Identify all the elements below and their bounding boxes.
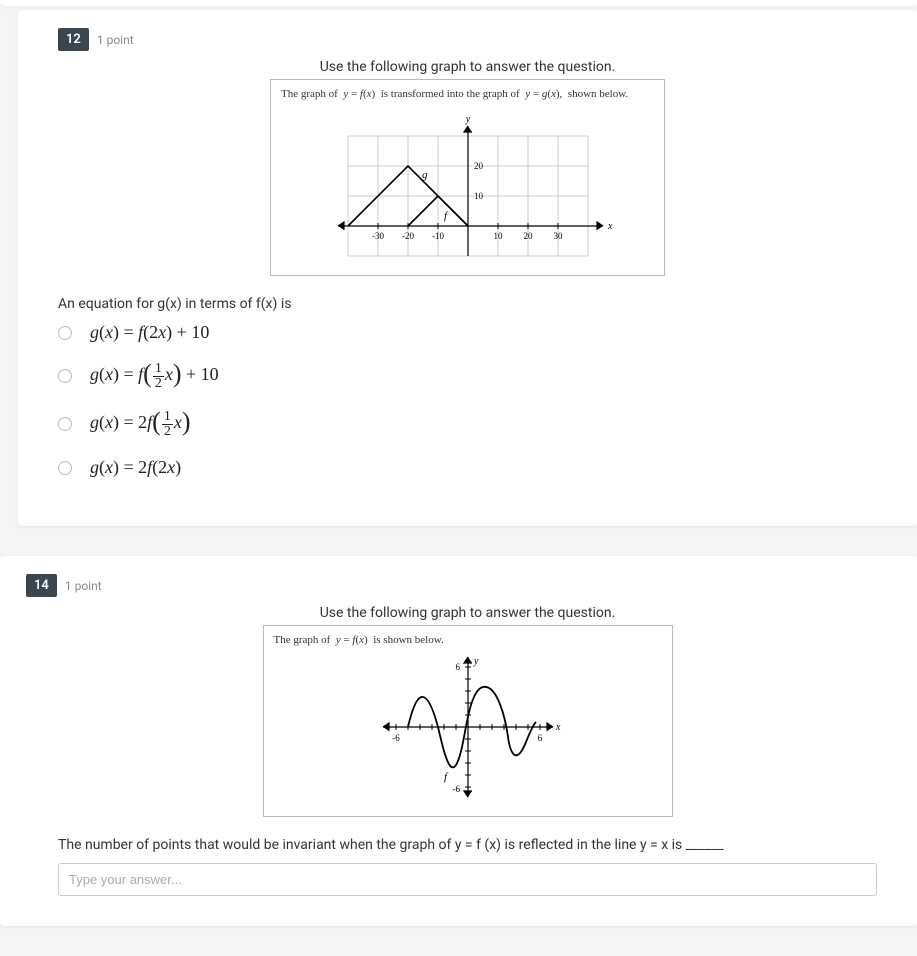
radio-icon[interactable] bbox=[58, 369, 72, 383]
option-a[interactable]: g(x) = f(2x) + 10 bbox=[58, 322, 877, 343]
radio-icon[interactable] bbox=[58, 461, 72, 475]
option-c-label: g(x) = 2f(12x) bbox=[90, 409, 191, 439]
svg-text:x: x bbox=[555, 722, 561, 733]
radio-icon[interactable] bbox=[58, 417, 72, 431]
svg-text:x: x bbox=[607, 221, 613, 232]
question-number-badge: 12 bbox=[58, 28, 89, 51]
question-prompt: The number of points that would be invar… bbox=[58, 837, 877, 853]
question-12-header: 12 1 point bbox=[58, 28, 877, 51]
graph-q12: -30 -20 -10 10 20 30 20 10 y x g f bbox=[281, 106, 654, 265]
svg-text:-10: -10 bbox=[432, 231, 444, 241]
svg-text:y: y bbox=[464, 114, 470, 125]
svg-text:-20: -20 bbox=[402, 231, 414, 241]
option-b-label: g(x) = f(12x) + 10 bbox=[90, 361, 219, 391]
question-14-header: 14 1 point bbox=[26, 574, 877, 597]
svg-text:f: f bbox=[444, 771, 449, 783]
option-d-label: g(x) = 2f(2x) bbox=[90, 457, 181, 478]
figure-box-q14: The graph of y = f(x) is shown below. bbox=[263, 625, 673, 817]
question-14-card: 14 1 point Use the following graph to an… bbox=[0, 556, 917, 926]
option-a-label: g(x) = f(2x) + 10 bbox=[90, 322, 209, 343]
svg-text:-6: -6 bbox=[452, 784, 460, 794]
svg-text:-30: -30 bbox=[372, 231, 384, 241]
question-points: 1 point bbox=[97, 33, 134, 47]
svg-text:20: 20 bbox=[523, 231, 533, 241]
question-points: 1 point bbox=[65, 579, 102, 593]
answer-input[interactable] bbox=[58, 863, 877, 896]
svg-text:6: 6 bbox=[537, 733, 542, 743]
svg-text:30: 30 bbox=[553, 231, 563, 241]
figure-caption: The graph of y = f(x) is transformed int… bbox=[281, 88, 654, 100]
svg-text:-6: -6 bbox=[392, 733, 400, 743]
previous-card-stub bbox=[0, 0, 917, 6]
svg-text:10: 10 bbox=[474, 191, 484, 201]
option-d[interactable]: g(x) = 2f(2x) bbox=[58, 457, 877, 478]
question-number-badge: 14 bbox=[26, 574, 57, 597]
options-group: g(x) = f(2x) + 10 g(x) = f(12x) + 10 g(x… bbox=[58, 322, 877, 478]
svg-text:6: 6 bbox=[455, 662, 460, 672]
svg-text:g: g bbox=[422, 169, 428, 181]
context-label: Use the following graph to answer the qu… bbox=[263, 605, 673, 621]
graph-q14: -6 6 6 -6 y x f bbox=[274, 652, 662, 806]
svg-text:y: y bbox=[473, 656, 479, 667]
context-label: Use the following graph to answer the qu… bbox=[270, 59, 665, 75]
svg-text:f: f bbox=[444, 210, 449, 222]
option-b[interactable]: g(x) = f(12x) + 10 bbox=[58, 361, 877, 391]
svg-text:10: 10 bbox=[493, 231, 503, 241]
figure-box-q12: The graph of y = f(x) is transformed int… bbox=[270, 79, 665, 276]
radio-icon[interactable] bbox=[58, 326, 72, 340]
question-12-card: 12 1 point Use the following graph to an… bbox=[18, 10, 917, 526]
option-c[interactable]: g(x) = 2f(12x) bbox=[58, 409, 877, 439]
figure-caption: The graph of y = f(x) is shown below. bbox=[274, 634, 662, 646]
question-prompt: An equation for g(x) in terms of f(x) is bbox=[58, 296, 877, 312]
svg-text:20: 20 bbox=[474, 161, 484, 171]
